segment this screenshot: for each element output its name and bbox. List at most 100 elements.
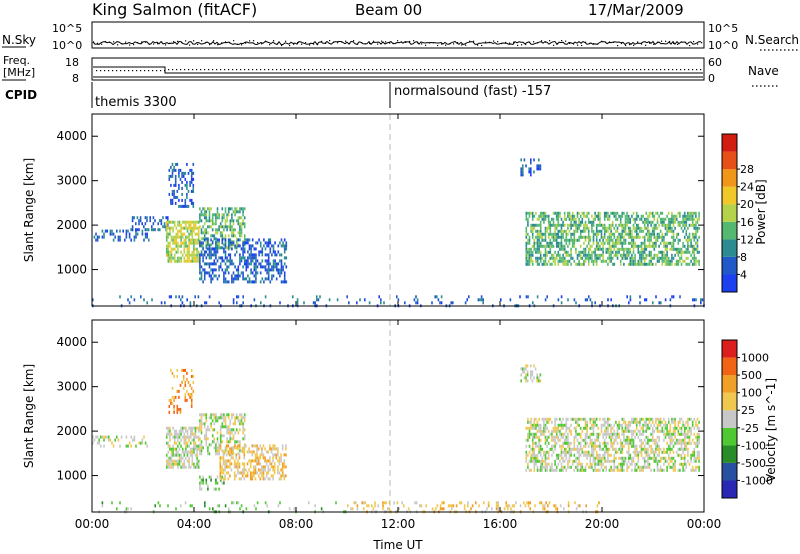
scatter-cell [669, 229, 672, 233]
scatter-cell [232, 422, 235, 426]
scatter-cell [554, 223, 556, 227]
scatter-cell [589, 462, 592, 466]
scatter-cell [207, 452, 209, 456]
scatter-cell [251, 474, 254, 478]
scatter-cell [143, 298, 145, 302]
scatter-cell [173, 395, 175, 399]
scatter-cell [192, 186, 195, 190]
scatter-cell [663, 432, 665, 436]
scatter-cell [277, 459, 279, 463]
scatter-cell [184, 383, 187, 387]
colorbar-frame [721, 339, 738, 499]
scatter-cell [533, 238, 536, 242]
scatter-cell [119, 295, 121, 299]
scatter-cell [579, 453, 582, 457]
scatter-cell [232, 234, 235, 238]
scatter-cell [691, 223, 694, 227]
freq-dot [568, 69, 570, 71]
scatter-cell [213, 422, 216, 426]
scatter-cell [618, 426, 620, 430]
scatter-cell [259, 468, 262, 472]
scatter-cell [696, 465, 699, 469]
scatter-cell [664, 432, 667, 436]
colorbar-swatch [722, 186, 737, 205]
freq-dot [416, 69, 418, 71]
scatter-cell [682, 229, 684, 233]
scatter-cell [210, 416, 212, 420]
scatter-cell [143, 435, 145, 439]
scatter-cell [272, 274, 275, 278]
scatter-cell [682, 250, 684, 254]
scatter-cell [600, 459, 603, 463]
scatter-cell [587, 247, 590, 251]
scatter-cell [193, 229, 195, 233]
scatter-cell [602, 247, 604, 251]
scatter-cell [567, 417, 569, 421]
scatter-cell [595, 435, 598, 439]
scatter-cell [624, 226, 627, 230]
scatter-cell [237, 277, 240, 281]
scatter-cell [539, 164, 542, 168]
freq-dot [280, 69, 282, 71]
scatter-cell [579, 250, 582, 254]
scatter-cell [653, 256, 656, 260]
scatter-cell [613, 456, 616, 460]
scatter-cell [586, 214, 588, 218]
scatter-cell [696, 220, 699, 224]
scatter-cell [539, 423, 542, 427]
noise-search-dot [525, 43, 527, 46]
scatter-cell [626, 441, 628, 445]
scatter-cell [656, 426, 659, 430]
scatter-cell [610, 253, 612, 257]
scatter-cell [136, 228, 139, 232]
scatter-cell [613, 211, 616, 215]
scatter-cell [683, 441, 686, 445]
scatter-cell [264, 477, 266, 481]
scatter-cell [186, 298, 188, 302]
scatter-cell [279, 301, 281, 305]
scatter-cell [527, 253, 529, 257]
scatter-cell [213, 234, 216, 238]
scatter-cell [587, 232, 590, 236]
freq-dot [496, 69, 498, 71]
scatter-cell [688, 217, 691, 221]
scatter-cell [549, 247, 552, 251]
noise-search-dot [281, 44, 283, 47]
freq-dot [452, 69, 454, 71]
scatter-cell [231, 216, 233, 220]
scatter-cell [648, 456, 651, 460]
scatter-cell [215, 231, 217, 235]
scatter-cell [527, 417, 529, 421]
scatter-cell [536, 453, 539, 457]
scatter-cell [544, 226, 547, 230]
scatter-cell [674, 429, 676, 433]
scatter-cell [146, 216, 148, 220]
scatter-cell [167, 462, 170, 466]
scatter-cell [264, 447, 266, 451]
scatter-cell [655, 456, 657, 460]
scatter-cell [531, 259, 534, 263]
scatter-cell [639, 301, 641, 305]
scatter-cell [393, 501, 395, 505]
scatter-cell [533, 423, 536, 427]
scatter-cell [666, 241, 668, 245]
scatter-cell [229, 462, 231, 466]
scatter-cell [679, 462, 681, 466]
scatter-cell [691, 465, 694, 469]
scatter-cell [551, 435, 553, 439]
scatter-cell [607, 429, 609, 433]
scatter-cell [623, 247, 625, 251]
scatter-cell [226, 268, 228, 272]
scatter-cell [576, 253, 579, 257]
y-tick-label: 4000 [56, 335, 87, 349]
scatter-cell [567, 504, 570, 508]
scatter-cell [227, 452, 230, 456]
scatter-cell [634, 453, 636, 457]
freq-dot [200, 69, 202, 71]
scatter-cell [210, 422, 212, 426]
scatter-cell [273, 468, 276, 472]
scatter-cell [205, 240, 208, 244]
scatter-cell [616, 426, 619, 430]
scatter-cell [557, 462, 560, 466]
scatter-cell [202, 253, 204, 257]
